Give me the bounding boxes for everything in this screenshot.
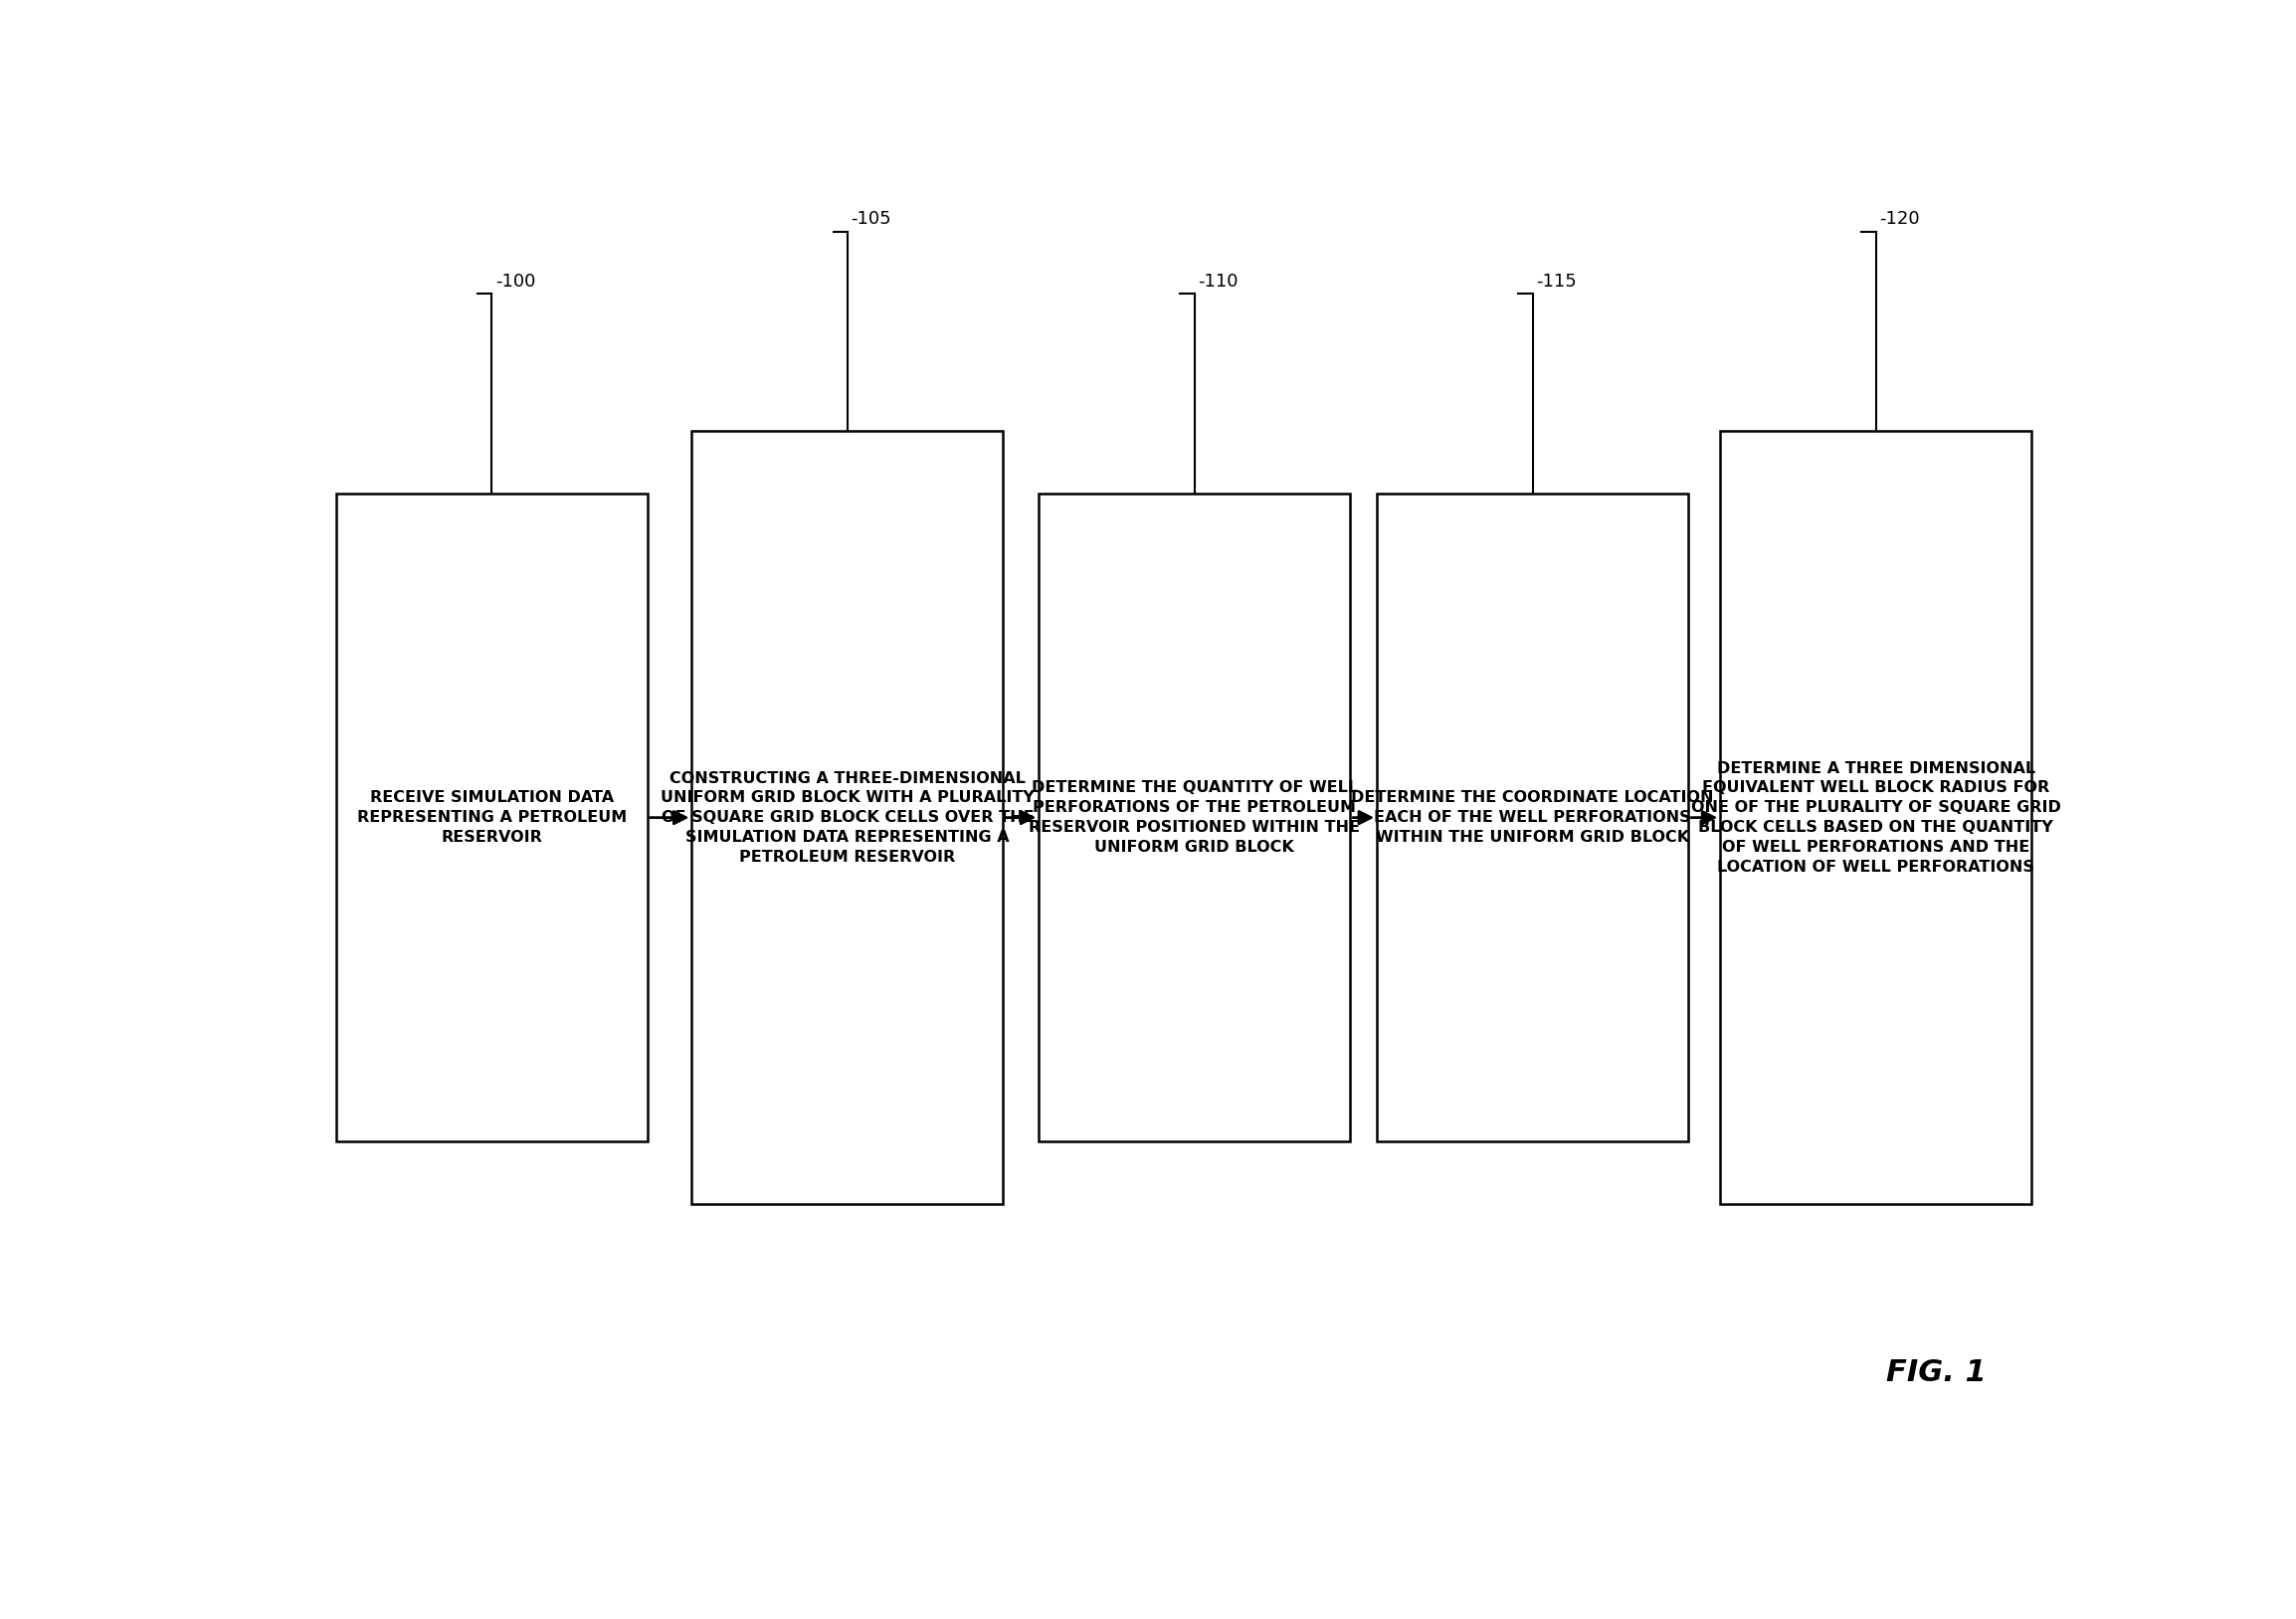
Bar [335,494,647,1141]
Bar [1720,431,2032,1205]
Text: -100: -100 [496,272,535,290]
Text: CONSTRUCTING A THREE-DIMENSIONAL
UNIFORM GRID BLOCK WITH A PLURALITY
OF SQUARE G: CONSTRUCTING A THREE-DIMENSIONAL UNIFORM… [661,771,1035,865]
Text: DETERMINE THE COORDINATE LOCATION
EACH OF THE WELL PERFORATIONS
WITHIN THE UNIFO: DETERMINE THE COORDINATE LOCATION EACH O… [1352,790,1713,845]
Text: RECEIVE SIMULATION DATA
REPRESENTING A PETROLEUM
RESERVOIR: RECEIVE SIMULATION DATA REPRESENTING A P… [356,790,627,845]
Bar [1038,494,1350,1141]
Text: -105: -105 [852,210,891,228]
Text: DETERMINE THE QUANTITY OF WELL
PERFORATIONS OF THE PETROLEUM
RESERVOIR POSITIONE: DETERMINE THE QUANTITY OF WELL PERFORATI… [1029,780,1359,855]
Bar [691,431,1003,1205]
Text: -120: -120 [1880,210,1919,228]
Text: DETERMINE A THREE DIMENSIONAL
EQUIVALENT WELL BLOCK RADIUS FOR
ONE OF THE PLURAL: DETERMINE A THREE DIMENSIONAL EQUIVALENT… [1692,761,2062,874]
Text: -115: -115 [1536,272,1577,290]
Text: -110: -110 [1199,272,1238,290]
Text: FIG. 1: FIG. 1 [1885,1358,1986,1387]
Bar [1378,494,1688,1141]
